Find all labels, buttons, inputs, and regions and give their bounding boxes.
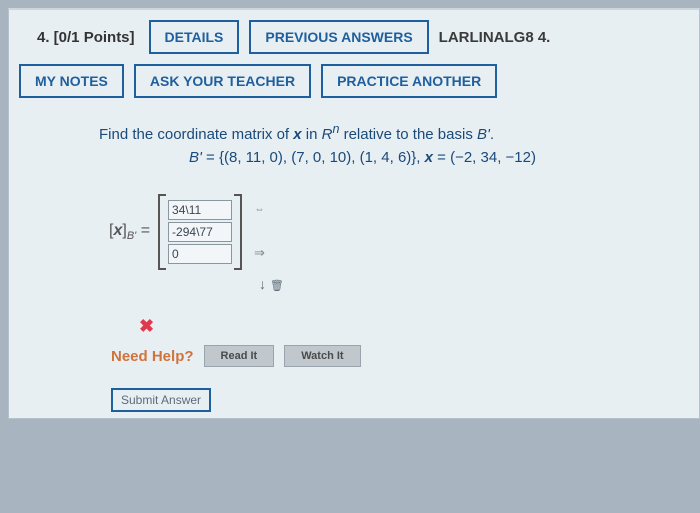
row-down-icon[interactable]: ↓	[259, 276, 266, 292]
problem-content: Find the coordinate matrix of x in Rn re…	[19, 108, 689, 408]
basis-definition: B' = {(8, 11, 0), (7, 0, 10), (1, 4, 6)}…	[99, 149, 689, 166]
problem-text: Find the coordinate matrix of	[99, 126, 293, 143]
matrix-brackets	[158, 194, 242, 270]
textbook-ref: LARLINALG8 4.	[439, 29, 551, 46]
problem-statement: Find the coordinate matrix of x in Rn re…	[99, 122, 689, 143]
bracket-left	[158, 194, 166, 270]
lhs-subscript: B'	[127, 230, 136, 242]
row-trash-icon[interactable]: 🗑	[270, 280, 284, 292]
header-row-1: 4. [0/1 Points] DETAILS PREVIOUS ANSWERS…	[19, 20, 689, 54]
basis-B: B'	[189, 149, 202, 166]
problem-text: relative to the basis	[339, 126, 477, 143]
watch-it-button[interactable]: Watch It	[284, 345, 360, 367]
matrix-cell-2[interactable]	[168, 222, 232, 242]
previous-answers-button[interactable]: PREVIOUS ANSWERS	[249, 20, 428, 54]
bracket-right	[234, 194, 242, 270]
submit-answer-button[interactable]: Submit Answer	[111, 388, 211, 412]
my-notes-button[interactable]: MY NOTES	[19, 64, 124, 98]
need-help-label: Need Help?	[111, 348, 194, 365]
incorrect-icon: ✖	[139, 316, 689, 337]
read-it-button[interactable]: Read It	[204, 345, 275, 367]
matrix-cell-3[interactable]	[168, 244, 232, 264]
points-label: 4. [0/1 Points]	[19, 23, 139, 52]
need-help-row: Need Help? Read It Watch It	[111, 345, 689, 367]
basis-set: = {(8, 11, 0), (7, 0, 10), (1, 4, 6)},	[202, 149, 425, 166]
submit-row: Submit Answer	[111, 391, 689, 408]
ask-teacher-button[interactable]: ASK YOUR TEACHER	[134, 64, 311, 98]
problem-text: in	[302, 126, 322, 143]
basis-x: x	[425, 149, 433, 166]
header-row-2: MY NOTES ASK YOUR TEACHER PRACTICE ANOTH…	[19, 64, 689, 98]
practice-another-button[interactable]: PRACTICE ANOTHER	[321, 64, 497, 98]
row-controls: ↓ 🗑	[221, 276, 689, 292]
matrix-size-controls: ⇔ ⇒	[254, 204, 265, 261]
answer-matrix-row: [x]B' = ⇔ ⇒	[109, 194, 689, 270]
problem-var-x: x	[293, 126, 301, 143]
problem-space-R: R	[322, 126, 333, 143]
basis-xval: = (−2, 34, −12)	[433, 149, 536, 166]
lhs-equals: =	[136, 222, 150, 239]
problem-basis-B: B'	[477, 126, 490, 143]
matrix-cell-1[interactable]	[168, 200, 232, 220]
question-card: 4. [0/1 Points] DETAILS PREVIOUS ANSWERS…	[8, 8, 700, 419]
expand-right-icon[interactable]: ⇒	[254, 245, 265, 261]
problem-text: .	[490, 126, 494, 143]
matrix-cells	[166, 194, 234, 270]
matrix-lhs: [x]B' =	[109, 222, 150, 242]
details-button[interactable]: DETAILS	[149, 20, 240, 54]
shrink-icon[interactable]: ⇔	[255, 204, 265, 215]
